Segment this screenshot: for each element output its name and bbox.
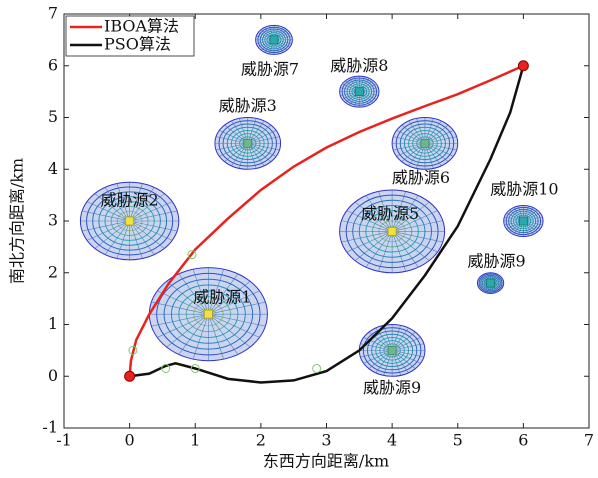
threat-center <box>126 217 134 225</box>
threat <box>340 190 445 273</box>
x-tick-label: 1 <box>190 431 200 450</box>
threat-center <box>487 279 495 287</box>
threat-label: 威胁源1 <box>193 288 251 307</box>
threat-center <box>519 217 527 225</box>
x-tick-label: 6 <box>518 431 528 450</box>
y-axis-label: 南北方向距离/km <box>8 158 27 284</box>
threat-label: 威胁源6 <box>392 168 450 187</box>
threat-label: 威胁源3 <box>219 96 277 115</box>
threat <box>215 118 281 170</box>
threat <box>256 25 293 54</box>
y-tick-label: 6 <box>48 55 58 74</box>
threat-label: 威胁源5 <box>361 204 419 223</box>
y-tick-label: 1 <box>48 314 58 333</box>
threat-center <box>270 36 278 44</box>
chart: 东西方向距离/km 南北方向距离/km 威胁源1 威胁源2 威胁源3 威胁源5 威胁源6… <box>0 0 598 478</box>
x-tick-label: 3 <box>321 431 331 450</box>
threat-label: 威胁源8 <box>330 56 388 75</box>
threat-center <box>204 310 212 318</box>
threat-label: 威胁源2 <box>101 191 159 210</box>
x-tick-label: 7 <box>584 431 594 450</box>
endpoint-marker <box>518 61 528 71</box>
y-tick-label: 0 <box>48 366 58 385</box>
threat-label: 威胁源9 <box>467 252 525 271</box>
y-tick-label: 7 <box>48 4 58 23</box>
endpoint-marker <box>125 371 135 381</box>
y-tick-label: 3 <box>48 211 58 230</box>
y-tick-label: 4 <box>48 159 58 178</box>
threat-center <box>388 346 396 354</box>
y-tick-label: -1 <box>42 418 58 437</box>
legend-label: PSO算法 <box>104 35 171 54</box>
y-tick-label: 2 <box>48 262 58 281</box>
threat-center <box>355 88 363 96</box>
x-tick-label: -1 <box>56 431 72 450</box>
threat <box>504 205 543 236</box>
threat <box>392 118 458 170</box>
x-tick-label: 2 <box>256 431 266 450</box>
threat <box>359 325 425 377</box>
threat <box>477 273 503 294</box>
threat-label: 威胁源9 <box>363 378 421 397</box>
threat-center <box>388 227 396 235</box>
legend-label: IBOA算法 <box>104 17 179 36</box>
threat-label: 威胁源10 <box>490 180 558 199</box>
x-tick-label: 0 <box>125 431 135 450</box>
threat <box>149 268 267 361</box>
x-axis-label: 东西方向距离/km <box>263 452 389 471</box>
x-tick-label: 4 <box>387 431 397 450</box>
threat-center <box>421 139 429 147</box>
waypoint <box>313 364 321 372</box>
threat-label: 威胁源7 <box>241 59 299 78</box>
threat-center <box>244 139 252 147</box>
threat <box>340 76 379 107</box>
y-tick-label: 5 <box>48 107 58 126</box>
x-tick-label: 5 <box>453 431 463 450</box>
